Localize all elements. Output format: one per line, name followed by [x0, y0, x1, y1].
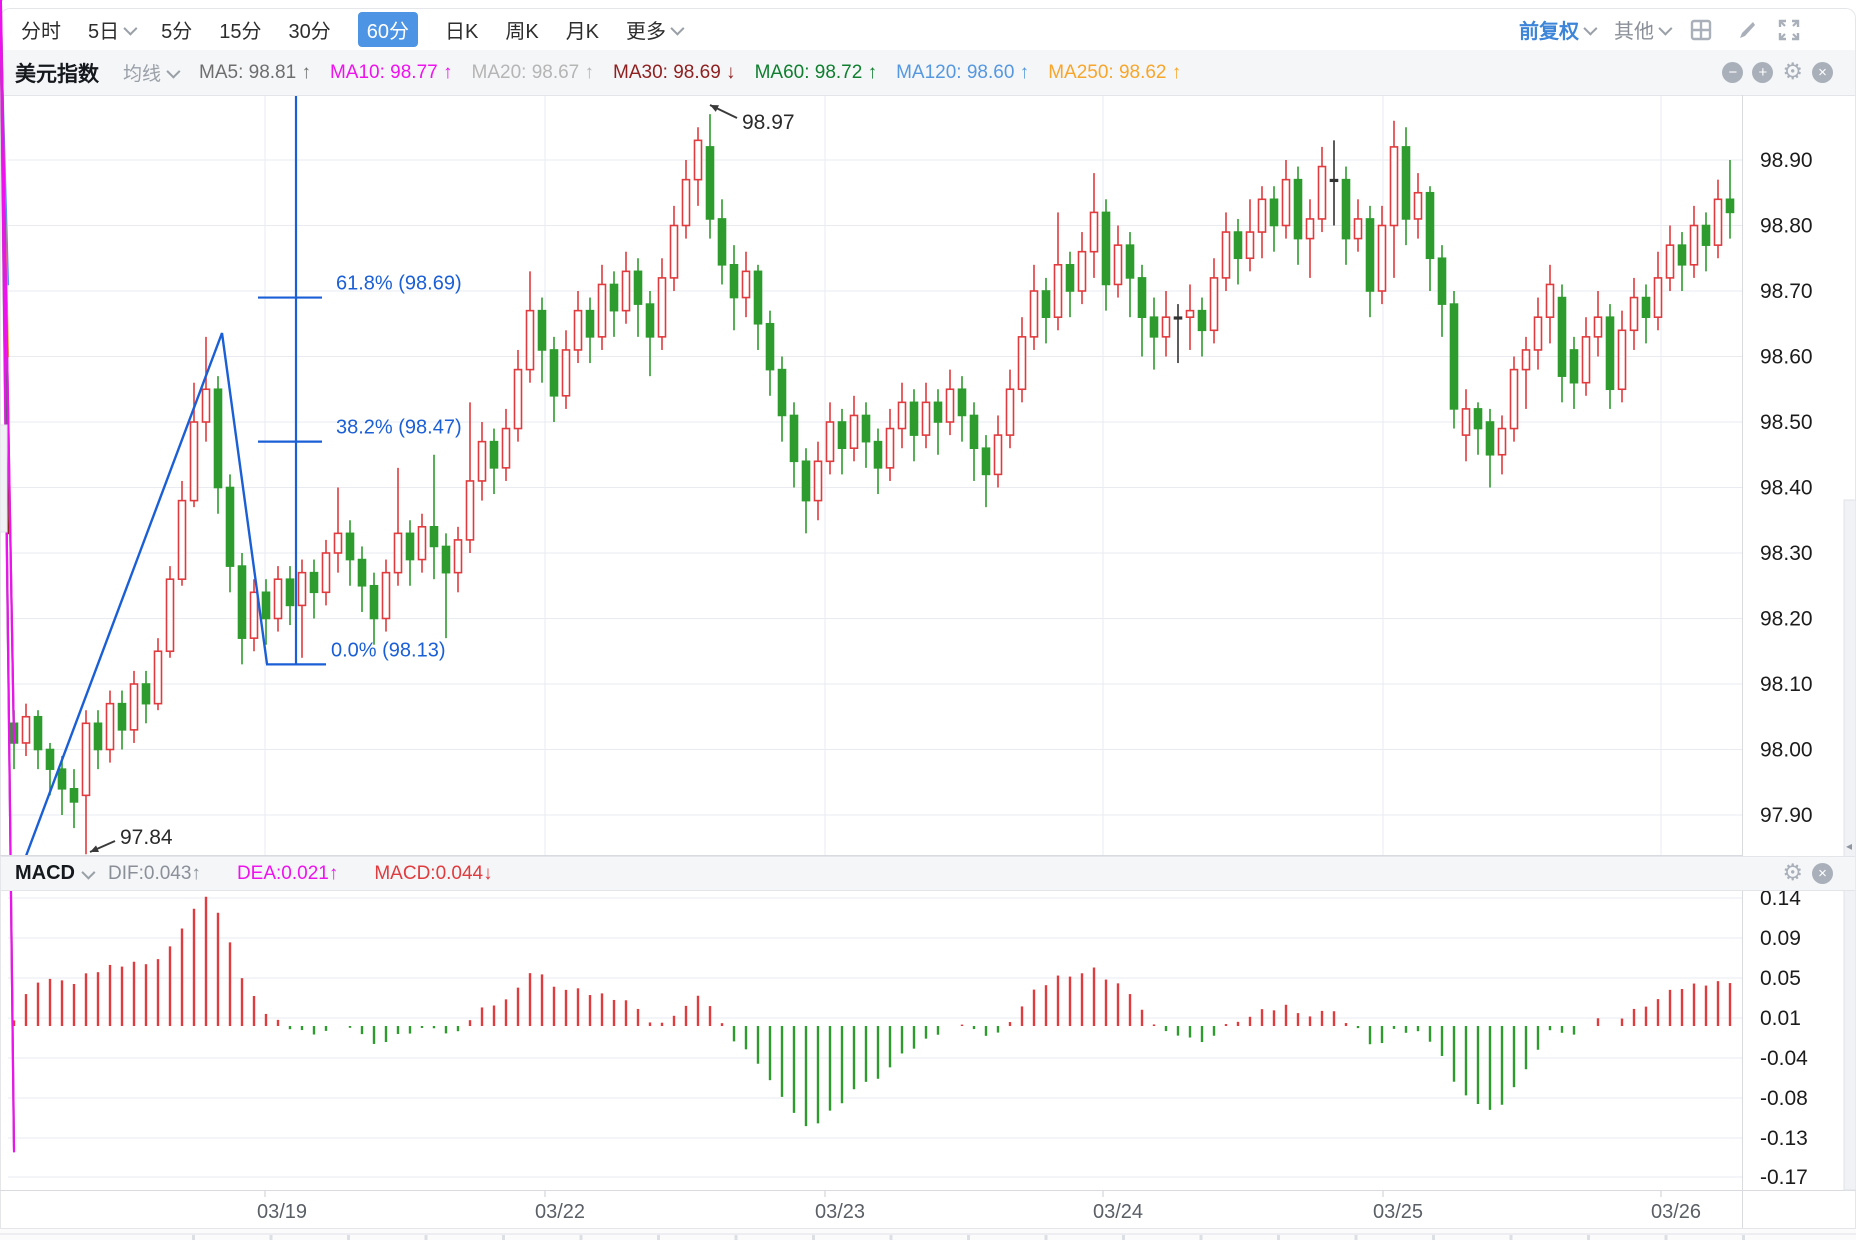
macd-axis-label: -0.17 [1760, 1166, 1808, 1189]
period-toolbar: 分时 5日 5分 15分 30分 60分 日K 周K 月K 更多 前复权 其他 [1, 9, 1855, 50]
close-icon[interactable]: × [1812, 863, 1833, 884]
period-tab-label: 5日 [88, 21, 120, 43]
gear-icon[interactable]: ⚙ [1782, 860, 1803, 886]
macd-controls: ⚙ × [1782, 860, 1833, 886]
period-tabs: 分时 5日 5分 15分 30分 60分 日K 周K 月K 更多 [1, 12, 685, 47]
price-axis-label: 98.50 [1760, 411, 1813, 434]
chart-controls: − + ⚙ × [1722, 59, 1833, 85]
fib-level-label: 0.0% (98.13) [331, 639, 446, 661]
ma-legend-item: MA20: 98.67 ↑ [471, 61, 595, 83]
period-tab-label: 分时 [21, 21, 61, 43]
macd-axis-label: 0.09 [1760, 927, 1801, 950]
right-collapse-handle[interactable] [1843, 499, 1856, 1191]
price-annotation: 98.97 [742, 111, 795, 134]
macd-value: DIF:0.043↑ [108, 862, 201, 884]
ma-selector-label: 均线 [123, 64, 162, 85]
chart-header: 美元指数 均线 MA5: 98.81 ↑ MA10: 98.77 ↑ MA20: 9… [1, 50, 1855, 96]
other-label: 其他 [1614, 21, 1654, 43]
macd-axis-label: 0.01 [1760, 1007, 1801, 1030]
period-tab-label: 周K [505, 21, 539, 43]
period-tab-label: 15分 [219, 21, 262, 43]
price-axis-label: 98.80 [1760, 215, 1813, 238]
ma-legend: MA5: 98.81 ↑ MA10: 98.77 ↑ MA20: 98.67 ↑ MA… [199, 62, 1181, 84]
price-axis-label: 98.60 [1760, 346, 1813, 369]
brush-icon[interactable] [1733, 18, 1757, 42]
date-axis-label: 03/26 [1651, 1201, 1701, 1223]
toolbar-right: 前复权 其他 [1519, 9, 1801, 50]
macd-axis-label: -0.08 [1760, 1087, 1808, 1110]
other-select[interactable]: 其他 [1614, 15, 1673, 44]
fib-level-label: 38.2% (98.47) [336, 417, 462, 439]
left-collapse-handle[interactable] [0, 424, 8, 533]
ma-legend-item: MA250: 98.62 ↑ [1048, 61, 1182, 83]
period-tab-label: 60分 [366, 21, 409, 43]
adjust-mode-label: 前复权 [1519, 21, 1579, 43]
fullscreen-icon[interactable] [1777, 18, 1801, 42]
date-axis-label: 03/23 [815, 1201, 865, 1223]
price-annotation: 97.84 [120, 826, 173, 849]
period-tab-5日[interactable]: 5日 [88, 15, 138, 44]
ma-legend-item: MA10: 98.77 ↑ [329, 61, 453, 83]
chevron-down-icon [81, 865, 96, 880]
period-tab-label: 日K [445, 21, 479, 43]
price-axis-label: 98.20 [1760, 608, 1813, 631]
symbol-title: 美元指数 [15, 62, 99, 86]
macd-values: DIF:0.043↑ DEA:0.021↑ MACD:0.044↓ [108, 863, 493, 885]
macd-axis-label: -0.04 [1760, 1047, 1808, 1070]
ma-legend-item: MA5: 98.81 ↑ [199, 61, 311, 83]
period-tab-周K[interactable]: 周K [505, 15, 538, 44]
date-axis-label: 03/22 [535, 1201, 585, 1223]
period-tab-月K[interactable]: 月K [566, 15, 599, 44]
price-axis-label: 98.70 [1760, 280, 1813, 303]
date-axis-label: 03/24 [1093, 1201, 1143, 1223]
macd-axis-label: 0.05 [1760, 967, 1801, 990]
macd-axis-label: 0.14 [1760, 887, 1801, 910]
ma-selector[interactable]: 均线 [123, 59, 181, 86]
fib-level-label: 61.8% (98.69) [336, 273, 462, 295]
period-tab-更多[interactable]: 更多 [626, 15, 685, 44]
period-tab-15分[interactable]: 15分 [219, 15, 261, 44]
macd-axis-label: -0.13 [1760, 1127, 1808, 1150]
period-tab-5分[interactable]: 5分 [161, 15, 192, 44]
macd-header: MACD DIF:0.043↑ DEA:0.021↑ MACD:0.044↓ ⚙ × [1, 856, 1855, 891]
period-tab-label: 5分 [161, 21, 193, 43]
svg-text:◂: ◂ [1846, 839, 1852, 853]
macd-value: MACD:0.044↓ [374, 862, 493, 884]
period-tab-分时[interactable]: 分时 [21, 15, 61, 44]
price-axis-label: 98.00 [1760, 739, 1813, 762]
close-icon[interactable]: × [1812, 62, 1833, 83]
date-axis-label: 03/19 [257, 1201, 307, 1223]
zoom-in-button[interactable]: + [1752, 62, 1774, 83]
price-axis-label: 98.90 [1760, 149, 1813, 172]
price-axis-label: 98.30 [1760, 542, 1813, 565]
gear-icon[interactable]: ⚙ [1782, 59, 1803, 85]
ma-legend-item: MA120: 98.60 ↑ [896, 61, 1030, 83]
price-axis-label: 98.10 [1760, 673, 1813, 696]
indicator-select[interactable]: MACD [1, 862, 96, 885]
period-tab-日K[interactable]: 日K [445, 15, 478, 44]
period-tab-60分[interactable]: 60分 [357, 12, 418, 47]
indicator-label: MACD [15, 862, 75, 884]
adjust-mode-select[interactable]: 前复权 [1519, 15, 1598, 44]
period-tab-label: 月K [565, 21, 600, 43]
grid-layout-icon[interactable] [1689, 18, 1713, 42]
ma-legend-item: MA60: 98.72 ↑ [754, 61, 878, 83]
macd-value: DEA:0.021↑ [236, 862, 339, 884]
ma-legend-item: MA30: 98.69 ↓ [613, 61, 736, 83]
price-axis-label: 98.40 [1760, 477, 1813, 500]
price-axis-label: 97.90 [1760, 804, 1813, 827]
zoom-out-button[interactable]: − [1722, 62, 1744, 83]
period-tab-30分[interactable]: 30分 [289, 15, 331, 44]
period-tab-label: 30分 [288, 21, 331, 43]
date-axis-label: 03/25 [1373, 1201, 1423, 1223]
period-tab-label: 更多 [626, 21, 667, 43]
